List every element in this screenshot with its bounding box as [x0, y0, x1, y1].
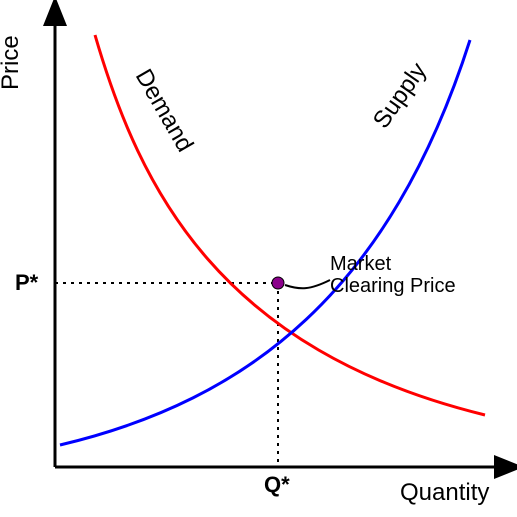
x-axis-label: Quantity — [400, 479, 489, 506]
demand-label: Demand — [130, 65, 199, 157]
equilibrium-point — [272, 277, 284, 289]
p-star-label: P* — [15, 270, 39, 295]
market-clearing-annotation: Market Clearing Price — [330, 253, 456, 297]
supply-label: Supply — [368, 58, 432, 134]
q-star-label: Q* — [264, 472, 290, 497]
annotation-leader — [285, 280, 330, 288]
supply-demand-chart: Price Quantity Demand Supply P* Q* Marke… — [0, 0, 517, 517]
y-axis-label: Price — [0, 35, 24, 90]
